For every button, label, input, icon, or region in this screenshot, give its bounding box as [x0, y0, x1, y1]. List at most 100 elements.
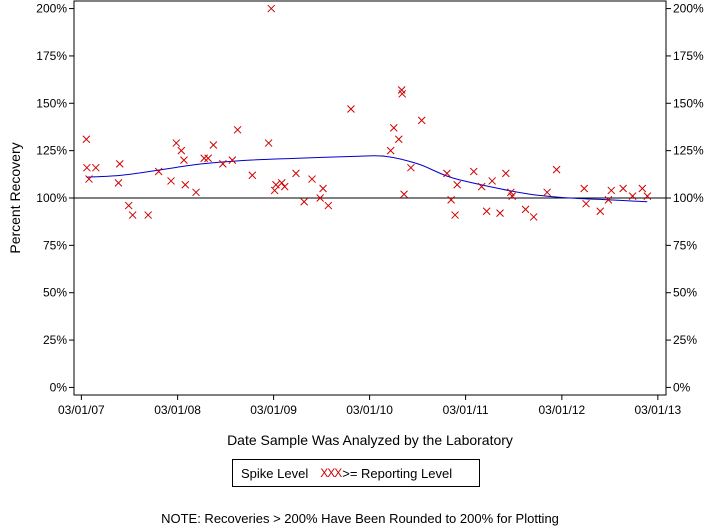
- data-point: [319, 184, 327, 193]
- data-point: [85, 175, 93, 183]
- data-point: [596, 207, 605, 216]
- data-point: [192, 188, 200, 197]
- data-point: [496, 209, 504, 218]
- data-point: [114, 178, 123, 187]
- data-point: [264, 139, 273, 147]
- y-tick-label-left: 75%: [43, 238, 67, 252]
- smooth-trend-line: [86, 155, 648, 203]
- y-tick-label-right: 50%: [673, 286, 697, 300]
- data-point: [580, 184, 589, 193]
- data-point: [398, 89, 407, 98]
- x-tick-label: 03/01/11: [443, 403, 489, 417]
- data-point: [552, 165, 561, 174]
- x-tick-label: 03/01/12: [538, 403, 585, 417]
- data-point: [451, 211, 459, 219]
- data-point: [324, 201, 333, 210]
- data-point: [91, 163, 100, 172]
- y-axis-title: Percent Recovery: [7, 142, 23, 253]
- y-tick-label-left: 175%: [36, 49, 67, 63]
- data-point: [277, 178, 286, 187]
- y-tick-label-right: 125%: [673, 144, 704, 158]
- data-point: [619, 184, 627, 193]
- data-point: [248, 171, 257, 180]
- data-point: [144, 211, 153, 219]
- y-tick-label-right: 0%: [673, 380, 691, 394]
- data-point: [582, 199, 590, 208]
- y-tick-label-right: 25%: [673, 333, 697, 347]
- data-point: [200, 154, 209, 163]
- data-point: [219, 160, 227, 168]
- y-tick-label-right: 175%: [673, 49, 704, 63]
- data-point: [482, 207, 491, 216]
- data-point: [447, 196, 455, 204]
- data-point: [469, 167, 478, 176]
- data-point: [300, 197, 308, 206]
- data-point: [316, 194, 325, 202]
- data-point: [204, 154, 212, 163]
- x-tick-label: 03/01/08: [154, 403, 201, 417]
- data-point: [400, 190, 408, 199]
- data-point: [508, 192, 517, 200]
- data-point: [154, 167, 163, 176]
- data-point: [389, 124, 398, 132]
- data-point: [308, 175, 316, 183]
- data-point: [607, 186, 616, 195]
- data-point: [453, 180, 462, 189]
- data-point: [233, 125, 242, 134]
- y-tick-label-left: 200%: [36, 2, 67, 16]
- y-tick-label-right: 200%: [673, 2, 704, 16]
- recovery-chart: 0% 0% 25% 25% 50% 50% 75% 75% 100% 100% 125% 125% 15…: [7, 0, 704, 448]
- data-point: [407, 163, 415, 172]
- data-point: [394, 135, 403, 144]
- legend-label: Spike Level: [241, 465, 309, 481]
- data-point: [272, 180, 280, 189]
- legend: Spike Level XXX >= Reporting Level: [232, 459, 480, 487]
- legend-marker-icon: XXX: [320, 466, 342, 480]
- data-point: [386, 146, 395, 155]
- y-tick-label-left: 0%: [50, 380, 68, 394]
- data-point: [543, 188, 551, 197]
- note: NOTE: Recoveries > 200% Have Been Rounde…: [161, 511, 559, 526]
- y-tick-label-left: 125%: [36, 144, 67, 158]
- data-point: [628, 192, 637, 200]
- legend-reporting-label: >= Reporting Level: [342, 465, 453, 481]
- data-point: [529, 213, 538, 221]
- data-point: [172, 139, 181, 147]
- data-point: [267, 4, 276, 13]
- y-tick-label-right: 75%: [673, 238, 697, 252]
- data-point: [604, 196, 613, 204]
- data-point: [228, 156, 237, 164]
- data-point: [488, 177, 497, 185]
- data-point: [292, 169, 300, 178]
- x-tick-label: 03/01/10: [346, 403, 393, 417]
- data-point: [643, 192, 652, 200]
- data-point: [115, 160, 124, 168]
- chart-marks: 0% 0% 25% 25% 50% 50% 75% 75% 100% 100% 125% 125% 15…: [36, 0, 704, 417]
- y-tick-label-left: 100%: [36, 191, 67, 205]
- y-tick-label-right: 150%: [673, 96, 704, 110]
- data-point: [83, 163, 91, 172]
- data-point: [521, 205, 530, 214]
- data-point: [180, 156, 188, 164]
- y-tick-label-left: 25%: [43, 333, 67, 347]
- x-axis-title: Date Sample Was Analyzed by the Laborato…: [227, 432, 513, 448]
- y-tick-label-left: 150%: [36, 96, 67, 110]
- x-tick-label: 03/01/09: [250, 403, 297, 417]
- data-point: [280, 182, 289, 191]
- x-tick-label: 03/01/13: [634, 403, 681, 417]
- data-point: [82, 135, 91, 144]
- data-point: [443, 169, 451, 178]
- y-tick-label-left: 50%: [43, 286, 67, 300]
- data-point: [638, 184, 647, 193]
- data-point: [477, 182, 486, 191]
- data-point: [124, 201, 133, 210]
- data-point: [167, 177, 175, 185]
- data-point: [177, 146, 186, 155]
- x-tick-label: 03/01/07: [58, 403, 105, 417]
- data-point: [209, 141, 218, 149]
- data-point: [128, 211, 137, 219]
- data-point: [181, 180, 190, 189]
- data-point: [417, 116, 426, 125]
- data-point: [501, 169, 510, 178]
- data-point: [347, 105, 355, 113]
